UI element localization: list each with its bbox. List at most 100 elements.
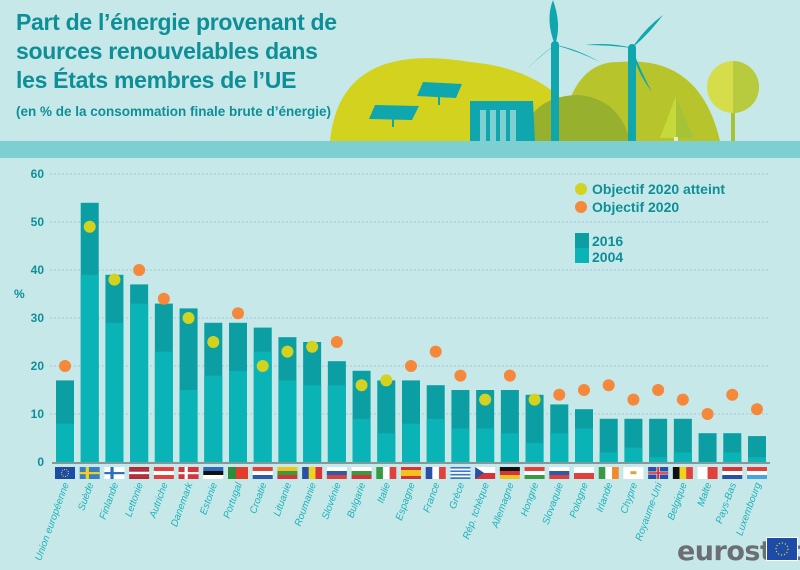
bar-2004 bbox=[451, 428, 470, 462]
country-label: Bulgarie bbox=[346, 481, 369, 520]
flag-es-icon bbox=[401, 467, 421, 479]
target-marker bbox=[627, 393, 640, 406]
flag-gr-icon bbox=[450, 467, 471, 479]
target-met-marker bbox=[281, 345, 294, 358]
bar-2004 bbox=[204, 375, 223, 462]
y-tick-label: 30 bbox=[31, 311, 45, 325]
flag-dk-icon bbox=[178, 467, 199, 479]
bar-2004 bbox=[303, 385, 322, 462]
flag-at-icon bbox=[153, 467, 174, 479]
bar-2004 bbox=[80, 274, 99, 462]
bar-2004 bbox=[352, 418, 371, 462]
bars bbox=[56, 202, 766, 463]
legend: Objectif 2020 atteint Objectif 2020 2016… bbox=[575, 181, 725, 265]
bar-2016 bbox=[673, 418, 692, 462]
target-marker bbox=[59, 360, 71, 372]
flag-uk-icon bbox=[648, 467, 669, 479]
bar-2004 bbox=[525, 442, 544, 462]
country-label: Finlande bbox=[98, 481, 122, 521]
flag-mt-icon bbox=[697, 467, 718, 479]
bar-2004 bbox=[56, 423, 74, 462]
bar-2004 bbox=[476, 428, 495, 462]
bar-2004 bbox=[327, 385, 346, 462]
flag-ee-icon bbox=[203, 467, 224, 479]
target-marker bbox=[133, 264, 146, 276]
bar-2004 bbox=[723, 452, 742, 462]
legend-2004-label: 2004 bbox=[592, 249, 623, 265]
flag-nl-icon bbox=[722, 467, 743, 479]
target-marker bbox=[429, 345, 442, 358]
y-axis-ticks: 0 10 20 30 40 50 60 bbox=[31, 167, 45, 469]
round-tree-icon bbox=[707, 61, 759, 141]
target-marker bbox=[602, 379, 615, 392]
page-subtitle: (en % de la consommation finale brute d’… bbox=[16, 104, 332, 119]
target-marker bbox=[751, 403, 763, 416]
title-line: sources renouvelables dans bbox=[16, 38, 318, 64]
target-marker bbox=[578, 384, 590, 396]
country-label: Suède bbox=[76, 481, 96, 512]
title-line: les États membres de l’UE bbox=[16, 67, 297, 93]
flag-lu-icon bbox=[747, 467, 767, 479]
country-label: Luxembourg bbox=[734, 481, 763, 537]
bar-2004 bbox=[599, 452, 618, 462]
flag-si-icon bbox=[326, 467, 347, 479]
target-met-marker bbox=[306, 340, 319, 353]
target-met-marker bbox=[182, 312, 195, 324]
flag-pl-icon bbox=[574, 467, 594, 479]
bar-2004 bbox=[402, 423, 420, 462]
legend-target-label: Objectif 2020 bbox=[592, 199, 679, 215]
country-label: Pologne bbox=[568, 481, 591, 520]
flag-fr-icon bbox=[425, 467, 446, 479]
country-label: Pays-Bas bbox=[714, 481, 739, 525]
target-marker bbox=[503, 369, 516, 382]
country-label: Belgique bbox=[666, 481, 690, 522]
dam-icon bbox=[470, 101, 535, 141]
target-marker bbox=[330, 336, 343, 348]
flag-cz-icon bbox=[475, 467, 496, 479]
country-label: Malte bbox=[696, 481, 715, 508]
target-marker bbox=[676, 393, 689, 406]
target-marker bbox=[405, 360, 417, 372]
flag-lv-icon bbox=[129, 467, 150, 479]
flag-ie-icon bbox=[598, 467, 619, 479]
bar-2016 bbox=[649, 418, 668, 462]
target-markers bbox=[59, 220, 763, 420]
target-marker bbox=[701, 408, 714, 420]
bar-2004 bbox=[575, 428, 593, 462]
flag-hr-icon bbox=[252, 467, 273, 479]
target-marker bbox=[652, 384, 665, 396]
flag-se-icon bbox=[79, 467, 100, 479]
bar-2004 bbox=[426, 418, 445, 462]
flag-de-icon bbox=[499, 467, 520, 479]
flag-be-icon bbox=[672, 467, 693, 479]
country-label: Irlande bbox=[595, 481, 616, 514]
bar-2004 bbox=[377, 433, 396, 462]
y-axis-label: % bbox=[14, 287, 25, 301]
flag-lt-icon bbox=[277, 467, 298, 479]
bar-2004 bbox=[179, 390, 198, 462]
flag-fi-icon bbox=[104, 467, 125, 479]
bar-2016 bbox=[599, 418, 618, 462]
country-label: Autriche bbox=[147, 481, 170, 521]
header-band bbox=[0, 141, 800, 158]
target-met-marker bbox=[355, 379, 368, 392]
country-label: Slovaquie bbox=[541, 481, 567, 526]
country-label: Hongrie bbox=[519, 481, 541, 518]
target-marker bbox=[454, 369, 467, 382]
bar-2016 bbox=[748, 436, 766, 462]
country-label: Italie bbox=[376, 481, 394, 505]
wind-turbine-icon bbox=[518, 0, 600, 141]
y-tick-label: 0 bbox=[37, 455, 44, 469]
y-tick-label: 40 bbox=[31, 263, 45, 277]
target-met-marker bbox=[256, 360, 269, 372]
hill-middle bbox=[520, 95, 630, 141]
target-met-marker bbox=[479, 393, 492, 406]
y-tick-label: 60 bbox=[31, 167, 45, 181]
country-label: Slovénie bbox=[320, 481, 344, 521]
legend-target-marker bbox=[575, 201, 587, 213]
flag-ro-icon bbox=[302, 467, 323, 479]
legend-2004-swatch bbox=[575, 248, 589, 263]
flag-it-icon bbox=[376, 467, 397, 479]
target-met-marker bbox=[528, 393, 541, 406]
country-label: Allemagne bbox=[490, 481, 517, 531]
